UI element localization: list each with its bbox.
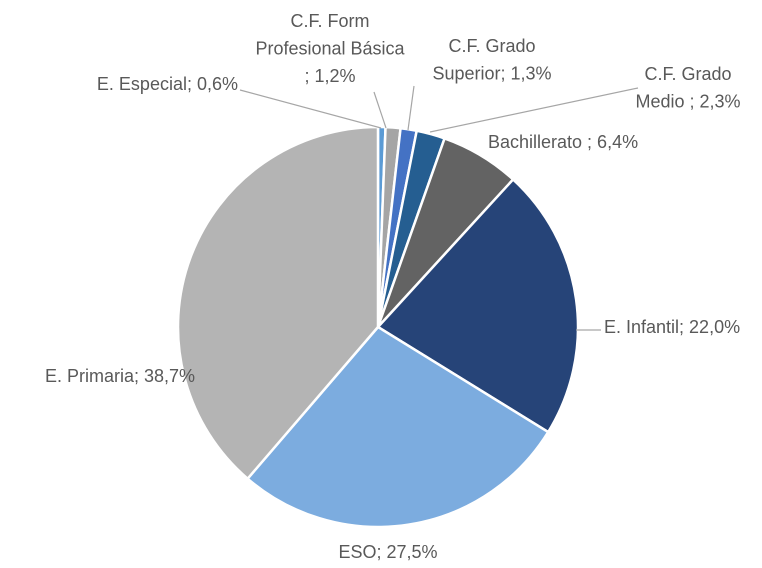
data-label: C.F. Form <box>291 11 370 31</box>
data-label: C.F. Grado <box>644 64 731 84</box>
data-label: ; 1,2% <box>304 66 355 86</box>
data-label: E. Especial; 0,6% <box>97 74 238 94</box>
data-label: Medio ; 2,3% <box>635 91 740 111</box>
leader-line <box>373 91 387 129</box>
data-label: C.F. Grado <box>448 36 535 56</box>
pie-slice <box>376 177 580 434</box>
data-label: Bachillerato ; 6,4% <box>488 132 638 152</box>
data-label: Superior; 1,3% <box>432 63 551 83</box>
data-label: E. Primaria; 38,7% <box>45 366 195 386</box>
leader-line <box>239 89 382 129</box>
leader-line <box>407 85 415 131</box>
pie-slice <box>176 125 380 481</box>
pie-slice <box>245 325 550 529</box>
data-label: E. Infantil; 22,0% <box>604 317 740 337</box>
data-label: ESO; 27,5% <box>338 542 437 562</box>
data-label: Profesional Básica <box>255 38 405 58</box>
leader-line <box>429 87 639 133</box>
